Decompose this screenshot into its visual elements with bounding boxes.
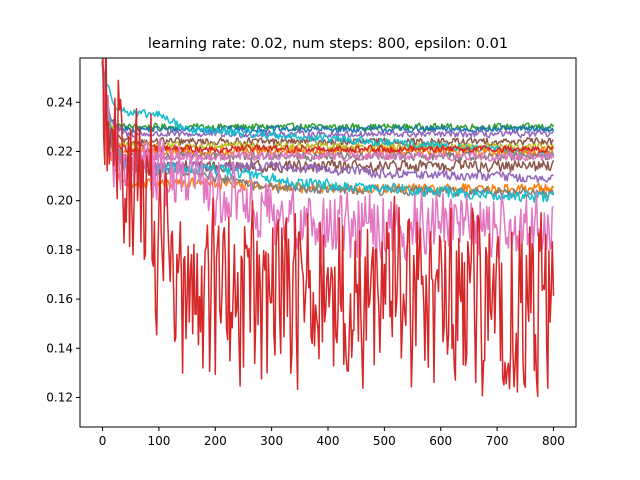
x-tick-label: 600	[429, 434, 452, 448]
x-axis: 0 100 200 300 400 500 600 700 800	[99, 427, 565, 448]
series-line	[101, 65, 555, 195]
y-tick-label: 0.22	[46, 144, 73, 158]
x-tick-label: 0	[99, 434, 107, 448]
series-line	[102, 58, 555, 398]
series-layer	[101, 58, 555, 398]
y-tick-label: 0.12	[46, 390, 73, 404]
y-tick-label: 0.20	[46, 194, 73, 208]
y-tick-label: 0.18	[46, 243, 73, 257]
x-tick-label: 500	[373, 434, 396, 448]
y-tick-label: 0.24	[46, 95, 73, 109]
series-line	[101, 63, 555, 139]
x-tick-label: 400	[317, 434, 340, 448]
series-line	[101, 65, 555, 162]
x-tick-label: 800	[542, 434, 565, 448]
series-line	[101, 69, 554, 261]
series-line	[101, 65, 555, 134]
y-axis: 0.12 0.14 0.16 0.18 0.20 0.22 0.24	[46, 95, 80, 404]
x-tick-label: 100	[147, 434, 170, 448]
series-line	[101, 63, 554, 154]
y-tick-label: 0.16	[46, 292, 73, 306]
chart-title: learning rate: 0.02, num steps: 800, eps…	[148, 36, 508, 52]
x-tick-label: 700	[486, 434, 509, 448]
x-tick-label: 200	[204, 434, 227, 448]
x-tick-label: 300	[260, 434, 283, 448]
series-line	[101, 60, 554, 147]
y-tick-label: 0.14	[46, 341, 73, 355]
